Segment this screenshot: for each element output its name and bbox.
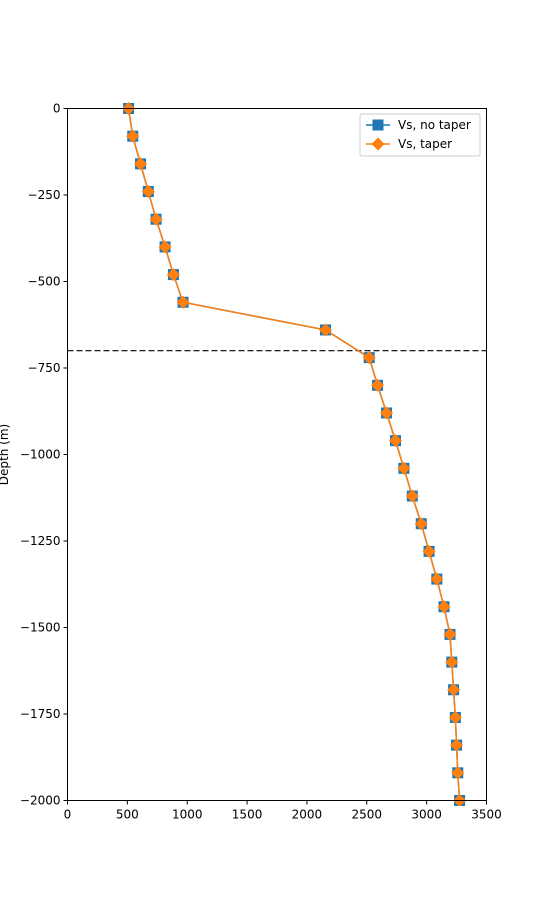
x-tick-label: 1000 [172,808,203,822]
legend-entry: Vs, no taper [366,118,471,132]
x-tick-label: 3500 [471,808,502,822]
y-tick-label: −750 [28,361,61,375]
legend-label: Vs, taper [398,137,452,151]
data-point [414,517,428,531]
y-axis-label: Depth (m) [0,424,11,485]
x-tick-label: 2000 [292,808,323,822]
data-point [443,627,457,641]
data-point [422,544,436,558]
data-point [134,157,148,171]
data-point [318,323,332,337]
data-point [405,489,419,503]
series-layer [122,102,467,806]
data-point [389,434,403,448]
legend-entry: Vs, taper [366,137,452,151]
y-tick-label: −1500 [20,621,61,635]
data-point [437,600,451,614]
legend: Vs, no taper Vs, taper [359,113,481,157]
x-tick-label: 2500 [352,808,383,822]
legend-marker [371,137,385,151]
legend-marker [372,119,384,131]
x-tick-label: 500 [116,808,139,822]
y-tick-label: −1250 [20,534,61,548]
x-axis-ticks: 0 500 1000 1500 2000 2500 3000 3500 [64,800,502,822]
data-point [141,185,155,199]
y-tick-label: 0 [53,102,61,116]
data-point [445,655,459,669]
data-point [176,295,190,309]
data-point [158,240,172,254]
x-tick-label: 1500 [232,808,263,822]
data-point [126,129,140,143]
data-point [166,268,180,282]
x-tick-label: 0 [64,808,72,822]
y-axis-ticks: 0 −250 −500 −750 −1000 −1250 −1500 −1750 −2000 [20,102,68,808]
y-tick-label: −1000 [20,448,61,462]
data-point [380,406,394,420]
data-point [450,738,464,752]
data-point [448,710,462,724]
data-point [362,351,376,365]
y-tick-label: −250 [28,188,61,202]
x-tick-label: 3000 [411,808,442,822]
data-point [451,766,465,780]
data-point [371,378,385,392]
series-vs-taper [122,102,467,806]
data-point [149,212,163,226]
y-tick-label: −1750 [20,707,61,721]
y-tick-label: −2000 [20,794,61,808]
y-tick-label: −500 [28,275,61,289]
data-point [430,572,444,586]
legend-label: Vs, no taper [398,118,471,132]
data-point [447,683,461,697]
data-point [397,461,411,475]
